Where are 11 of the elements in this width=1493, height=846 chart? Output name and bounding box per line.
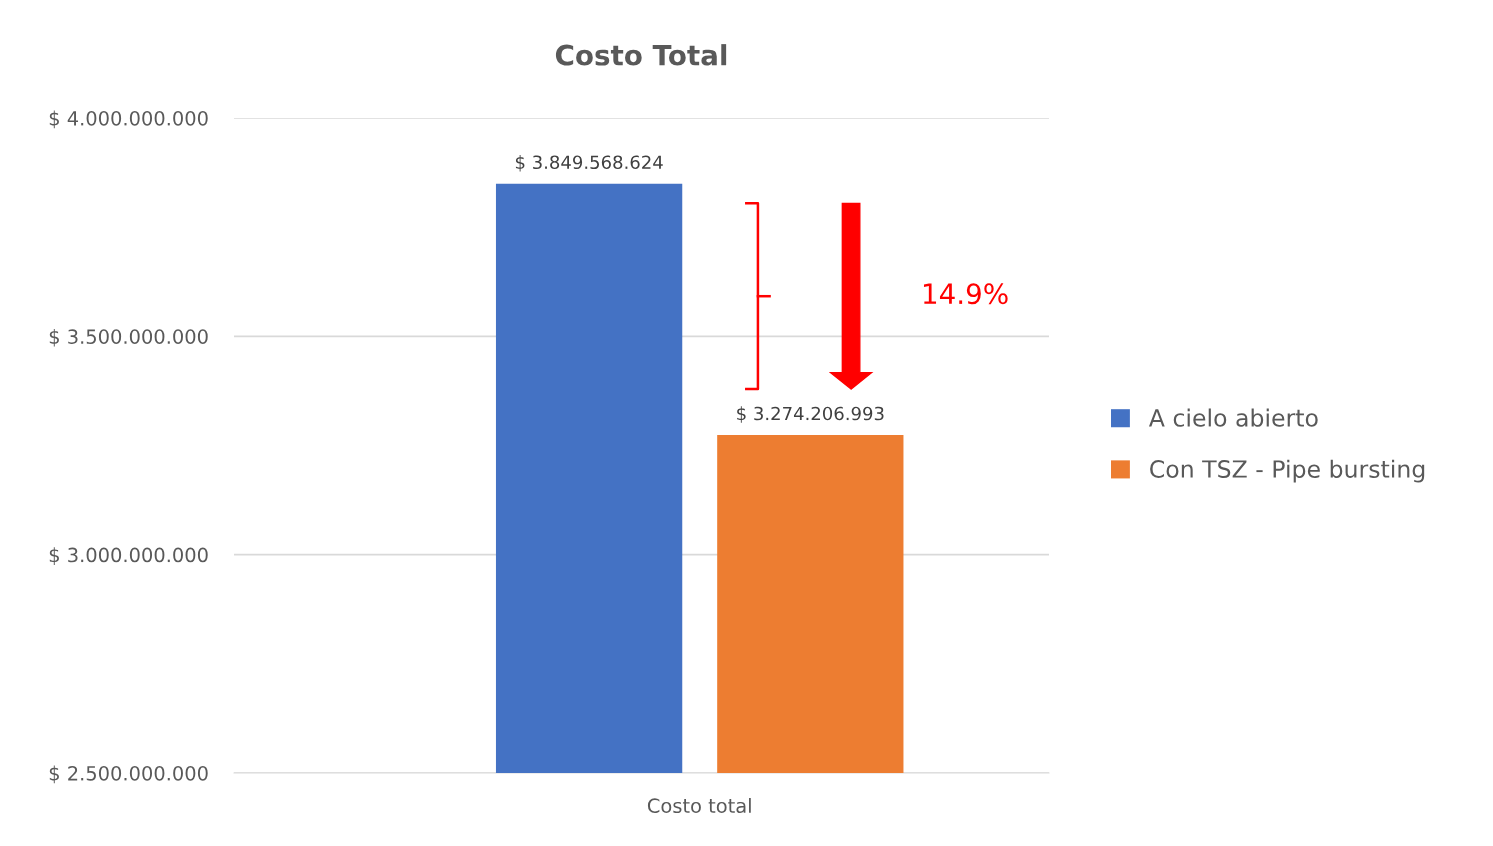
data-label: $ 3.849.568.624 bbox=[515, 155, 663, 172]
annotation: 14.9% bbox=[923, 283, 1008, 305]
y-tick-label: $ 4.000.000.000 bbox=[49, 110, 208, 129]
x-tick-label: Costo total bbox=[647, 798, 751, 814]
y-tick-label: $ 2.500.000.000 bbox=[49, 765, 208, 784]
legend-label: A cielo abierto bbox=[1148, 408, 1318, 427]
y-tick-label: $ 3.500.000.000 bbox=[49, 328, 208, 347]
y-tick-label: $ 3.000.000.000 bbox=[49, 547, 208, 565]
data-label: $ 3.274.206.993 bbox=[737, 406, 884, 423]
chart-title: Costo Total bbox=[555, 44, 727, 66]
legend-label: Con TSZ - Pipe bursting bbox=[1150, 459, 1425, 483]
